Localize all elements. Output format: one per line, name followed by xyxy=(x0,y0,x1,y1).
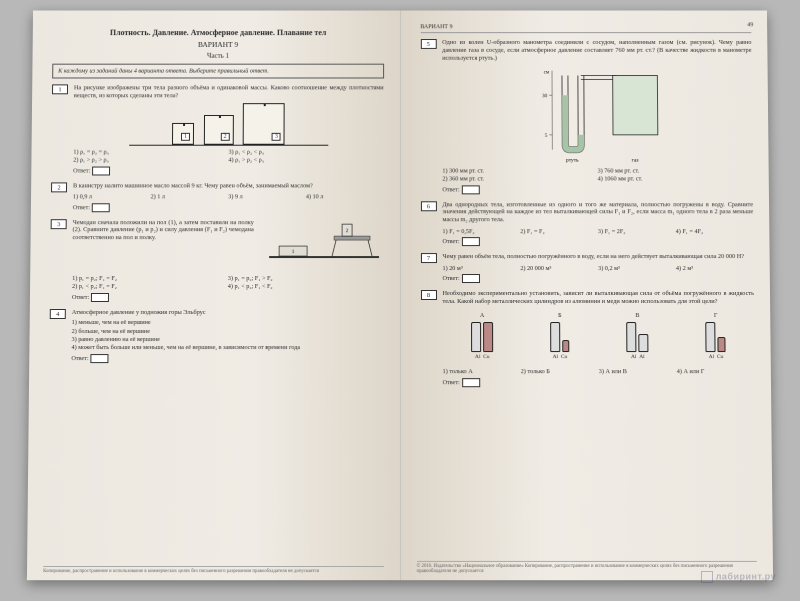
footer-left: Копирование, распространение и использов… xyxy=(43,566,383,574)
right-page: ВАРИАНТ 9 49 5 Одно из колен U-образного… xyxy=(400,11,773,581)
answer-row: Ответ: xyxy=(443,378,755,387)
option: 1) ρ₁ = ρ₂ = ρ₃ xyxy=(73,148,228,156)
task-text: Два однородных тела, изготовленные из од… xyxy=(442,201,753,224)
option: 3) 0,2 м³ xyxy=(598,264,676,272)
svg-text:30: 30 xyxy=(542,94,547,99)
answer-box[interactable] xyxy=(462,378,480,387)
answer-box[interactable] xyxy=(92,203,110,212)
task-options: 1) F₁ = 0,5F₂ 2) F₁ = F₂ 3) F₁ = 2F₂ 4) … xyxy=(442,227,753,235)
task-6: 6 Два однородных тела, изготовленные из … xyxy=(420,201,753,246)
answer-box[interactable] xyxy=(462,185,480,194)
option: 1) 0,9 л xyxy=(73,193,151,201)
option: 2) больше, чем на её вершине xyxy=(72,328,384,336)
task-text: Атмосферное давление у подножия горы Эль… xyxy=(72,309,384,317)
task-options: 1) p₁ = p₂; F₁ = F₂ 3) p₁ = p₂; F₁ > F₂ … xyxy=(72,275,383,291)
answer-row: Ответ: xyxy=(442,237,753,246)
task-options: 1) 0,9 л 2) 1 л 3) 9 л 4) 10 л xyxy=(73,193,384,201)
task-5: 5 Одно из колен U-образного манометра со… xyxy=(420,39,753,194)
main-title: Плотность. Давление. Атмосферное давлени… xyxy=(53,28,384,37)
option: 4) 10 л xyxy=(306,193,384,201)
option: 4) А или Г xyxy=(677,368,755,376)
task-text: На рисунке изображены три тела разного о… xyxy=(74,84,384,100)
option: 2) ρ₁ > ρ₂ > ρ₃ xyxy=(73,156,228,164)
option: 2) p₁ < p₂; F₁ = F₂ xyxy=(72,283,228,291)
option: 2) 1 л xyxy=(151,193,229,201)
instruction-box: К каждому из заданий даны 4 варианта отв… xyxy=(52,64,383,79)
option: 2) F₁ = F₂ xyxy=(520,227,598,235)
option: 3) 9 л xyxy=(228,193,306,201)
option: 2) 20 000 м³ xyxy=(520,264,598,272)
answer-box[interactable] xyxy=(462,237,480,246)
option: 1) 20 м³ xyxy=(442,264,520,272)
task-number: 1 xyxy=(52,84,68,94)
option: 4) может быть больше или меньше, чем на … xyxy=(71,344,383,352)
answer-row: Ответ: xyxy=(73,166,383,175)
left-page: Плотность. Давление. Атмосферное давлени… xyxy=(27,11,401,581)
option: 4) F₁ = 4F₂ xyxy=(676,227,754,235)
task-options: 1) ρ₁ = ρ₂ = ρ₃ 3) ρ₁ < ρ₂ < ρ₃ 2) ρ₁ > … xyxy=(73,148,383,164)
option: 4) 2 м³ xyxy=(676,264,754,272)
answer-row: Ответ: xyxy=(442,274,753,283)
task-number: 7 xyxy=(420,253,436,263)
answer-box[interactable] xyxy=(92,166,110,175)
svg-text:газ: газ xyxy=(632,157,639,163)
svg-text:см: см xyxy=(544,70,550,75)
task-4: 4 Атмосферное давление у подножия горы Э… xyxy=(49,309,383,363)
task-options: 1) меньше, чем на её вершине 2) больше, … xyxy=(71,319,383,351)
task-text: В канистру налито машинное масло массой … xyxy=(73,182,384,190)
variant-title: ВАРИАНТ 9 xyxy=(52,40,383,49)
cubes-figure: 1 2 3 xyxy=(73,103,383,146)
task-2: 2 В канистру налито машинное масло массо… xyxy=(51,182,384,212)
page-number: 49 xyxy=(747,22,753,28)
page-header: ВАРИАНТ 9 xyxy=(420,24,751,33)
option: 3) 760 мм рт. ст. xyxy=(598,167,753,175)
option: 3) А или В xyxy=(599,368,677,376)
task-options: 1) 20 м³ 2) 20 000 м³ 3) 0,2 м³ 4) 2 м³ xyxy=(442,264,753,272)
option: 1) только А xyxy=(443,368,521,376)
answer-row: Ответ: xyxy=(72,293,384,302)
answer-box[interactable] xyxy=(462,274,480,283)
manometer-figure: см 30 5 ртуть газ xyxy=(522,65,672,164)
option: 1) p₁ = p₂; F₁ = F₂ xyxy=(72,275,228,283)
answer-row: Ответ: xyxy=(73,203,384,212)
option: 4) ρ₁ > ρ₂ < ρ₃ xyxy=(228,156,383,164)
answer-row: Ответ: xyxy=(71,354,383,363)
option: 3) p₁ = p₂; F₁ > F₂ xyxy=(228,275,384,283)
option: 3) равно давлению на её вершине xyxy=(72,336,384,344)
answer-box[interactable] xyxy=(91,293,109,302)
option: 1) 300 мм рт. ст. xyxy=(442,167,597,175)
option: 4) 1060 мм рт. ст. xyxy=(598,175,753,183)
task-3: 3 1 2 Чемодан сначала положили на пол (1… xyxy=(50,219,384,302)
task-7: 7 Чему равен объём тела, полностью погру… xyxy=(420,253,753,283)
option: 2) 360 мм рт. ст. xyxy=(442,175,597,183)
task-number: 2 xyxy=(51,182,67,192)
option: 3) ρ₁ < ρ₂ < ρ₃ xyxy=(228,148,383,156)
task-1: 1 На рисунке изображены три тела разного… xyxy=(51,84,383,175)
task-number: 5 xyxy=(420,39,436,49)
option: 1) меньше, чем на её вершине xyxy=(72,319,384,327)
task-number: 3 xyxy=(51,219,67,229)
watermark: лабиринт.ру xyxy=(701,571,776,583)
svg-text:ртуть: ртуть xyxy=(566,157,579,163)
task-number: 8 xyxy=(420,290,436,300)
task-text: Чему равен объём тела, полностью погружё… xyxy=(442,253,753,261)
option: 1) F₁ = 0,5F₂ xyxy=(442,227,520,235)
task-options: 1) 300 мм рт. ст. 3) 760 мм рт. ст. 2) 3… xyxy=(442,167,753,183)
task-text: Одно из колен U-образного манометра соед… xyxy=(442,39,751,62)
svg-text:5: 5 xyxy=(545,133,548,138)
task-options: 1) только А 2) только Б 3) А или В 4) А … xyxy=(443,368,755,376)
answer-row: Ответ: xyxy=(442,185,753,194)
option: 3) F₁ = 2F₂ xyxy=(598,227,676,235)
answer-box[interactable] xyxy=(91,354,109,363)
task-text: Необходимо экспериментально установить, … xyxy=(442,290,754,306)
task-number: 6 xyxy=(420,201,436,211)
task-number: 4 xyxy=(50,309,66,319)
task-8: 8 Необходимо экспериментально установить… xyxy=(420,290,754,387)
option: 2) только Б xyxy=(521,368,599,376)
cylinders-figure: А Al Cu Б Al Cu В Al Al Г xyxy=(443,310,755,352)
shelf-figure: 1 2 xyxy=(264,221,384,271)
option: 4) p₁ < p₂; F₁ < F₂ xyxy=(228,283,384,291)
part-title: Часть 1 xyxy=(52,52,383,60)
